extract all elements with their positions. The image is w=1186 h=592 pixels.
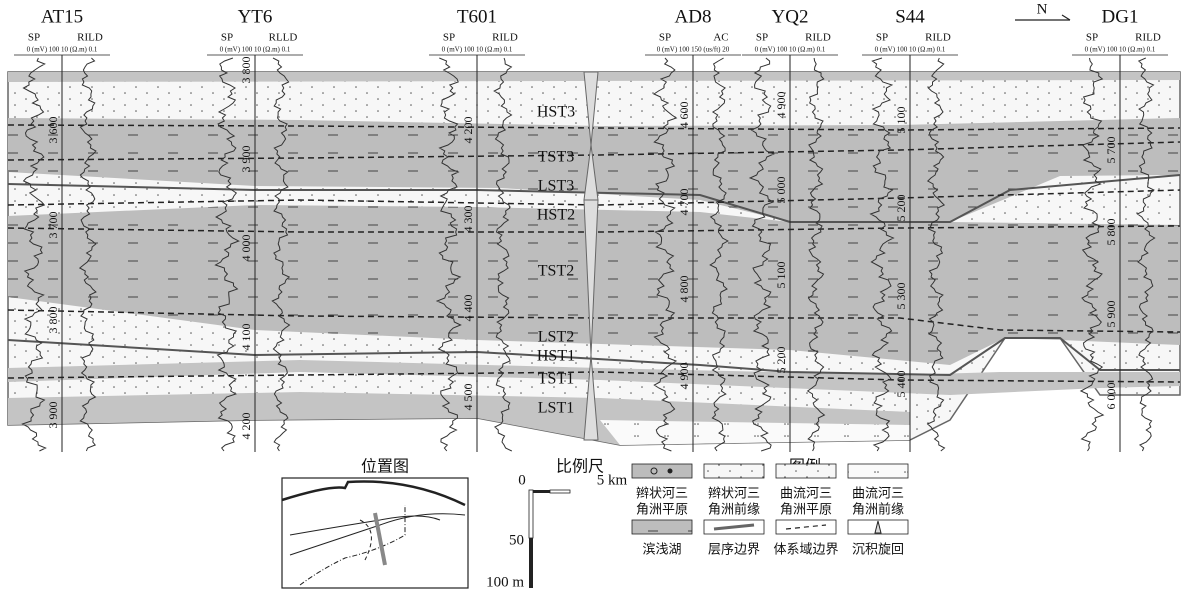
legend-label: 辫状河三	[636, 487, 688, 502]
curve-label: RILD	[492, 32, 518, 44]
depth-label: 5 800	[1104, 219, 1118, 246]
well-name: YT6	[238, 6, 273, 27]
depth-label: 5 400	[894, 371, 908, 398]
depth-label: 3 800	[46, 307, 60, 334]
depth-label: 5 100	[774, 262, 788, 289]
legend-swatch	[848, 464, 908, 478]
tract-label: HST2	[537, 207, 575, 224]
curve-scale: 0 (mV) 100 10 (Ω.m) 0.1	[875, 46, 946, 54]
scale-label: 100 m	[486, 574, 524, 590]
depth-label: 4 000	[239, 235, 253, 262]
scale-label: 5 km	[597, 472, 628, 488]
depth-label: 4 100	[239, 324, 253, 351]
depth-label: 5 300	[894, 283, 908, 310]
scale-bar	[550, 490, 570, 493]
legend-label: 角洲平原	[780, 503, 832, 518]
curve-label: AC	[713, 32, 728, 44]
curve-label: SP	[659, 32, 671, 44]
depth-label: 4 300	[461, 206, 475, 233]
legend-label: 角洲前缘	[852, 502, 904, 518]
legend: 辫状河三角洲平原辫状河三角洲前缘曲流河三角洲平原曲流河三角洲前缘滨浅湖层序边界体…	[632, 464, 908, 558]
curve-label: SP	[28, 32, 40, 44]
tract-label: LST3	[538, 178, 574, 195]
legend-label: 角洲前缘	[708, 502, 760, 518]
legend-swatch	[632, 464, 692, 478]
depth-label: 3 800	[239, 57, 253, 84]
legend-symbol	[668, 469, 673, 474]
depth-label: 4 500	[461, 384, 475, 411]
curve-scale: 0 (mV) 100 10 (Ω.m) 0.1	[1085, 46, 1156, 54]
cross-section-figure: N 位置图 比例尺 0 5 km 50 100 m 图例 辫状河三角洲平原辫状河…	[0, 0, 1186, 592]
scale-label: 0	[518, 472, 526, 488]
curve-label: RILD	[805, 32, 831, 44]
well-name: T601	[457, 6, 497, 27]
tract-label: LST1	[538, 400, 574, 417]
depth-label: 5 100	[894, 107, 908, 134]
curve-label: RILD	[1135, 32, 1161, 44]
depth-label: 5 900	[1104, 301, 1118, 328]
legend-swatch	[632, 520, 692, 534]
location-map-title: 位置图	[361, 457, 409, 476]
depth-label: 4 400	[461, 295, 475, 322]
legend-swatch	[776, 464, 836, 478]
depth-label: 4 900	[774, 92, 788, 119]
depth-label: 3 600	[46, 117, 60, 144]
depth-label: 3 900	[239, 146, 253, 173]
tract-label: TST3	[538, 149, 574, 166]
legend-label: 沉积旋回	[852, 543, 904, 558]
curve-scale: 0 (mV) 100 10 (Ω.m) 0.1	[755, 46, 826, 54]
tract-label: TST2	[538, 263, 574, 280]
well-name: S44	[895, 6, 925, 27]
legend-label: 层序边界	[708, 543, 760, 558]
curve-label: SP	[756, 32, 768, 44]
depth-label: 4 800	[677, 276, 691, 303]
depth-label: 5 700	[1104, 137, 1118, 164]
curve-label: RLLD	[269, 32, 298, 44]
depth-label: 5 200	[894, 195, 908, 222]
depth-label: 3 900	[46, 402, 60, 429]
tract-label: TST1	[538, 371, 574, 388]
curve-label: RILD	[77, 32, 103, 44]
tract-label: LST2	[538, 329, 574, 346]
curve-scale: 0 (mV) 100 10 (Ω.m) 0.1	[220, 46, 291, 54]
well-name: AT15	[41, 6, 83, 27]
depth-label: 4 200	[461, 117, 475, 144]
well-name: DG1	[1102, 6, 1139, 27]
depth-label: 6 000	[1104, 383, 1118, 410]
north-label: N	[1037, 1, 1048, 17]
depth-label: 4 200	[239, 413, 253, 440]
curve-label: RILD	[925, 32, 951, 44]
legend-label: 辫状河三	[708, 487, 760, 502]
depth-label: 4 600	[677, 102, 691, 129]
curve-label: SP	[443, 32, 455, 44]
curve-scale: 0 (mV) 100 10 (Ω.m) 0.1	[442, 46, 513, 54]
scale-label: 50	[509, 532, 524, 548]
legend-swatch	[704, 464, 764, 478]
curve-label: SP	[221, 32, 233, 44]
depth-label: 4 700	[677, 189, 691, 216]
depth-label: 5 000	[774, 177, 788, 204]
tract-label: HST3	[537, 104, 575, 121]
tract-label: HST1	[537, 348, 575, 365]
curve-label: SP	[876, 32, 888, 44]
scale-bar	[529, 490, 533, 538]
depth-label: 5 200	[774, 347, 788, 374]
depth-label: 4 900	[677, 363, 691, 390]
curve-scale: 0 (mV) 100 10 (Ω.m) 0.1	[27, 46, 98, 54]
well-name: YQ2	[772, 6, 809, 27]
legend-label: 角洲平原	[636, 503, 688, 518]
legend-label: 曲流河三	[780, 487, 832, 502]
legend-label: 曲流河三	[852, 487, 904, 502]
legend-label: 滨浅湖	[642, 542, 681, 558]
north-arrow-head	[1062, 15, 1070, 20]
legend-label: 体系域边界	[773, 543, 838, 558]
curve-scale: 0 (mV) 100 150 (us/ft) 20	[657, 46, 730, 54]
depth-label: 3 700	[46, 212, 60, 239]
well-name: AD8	[675, 6, 712, 27]
curve-label: SP	[1086, 32, 1098, 44]
